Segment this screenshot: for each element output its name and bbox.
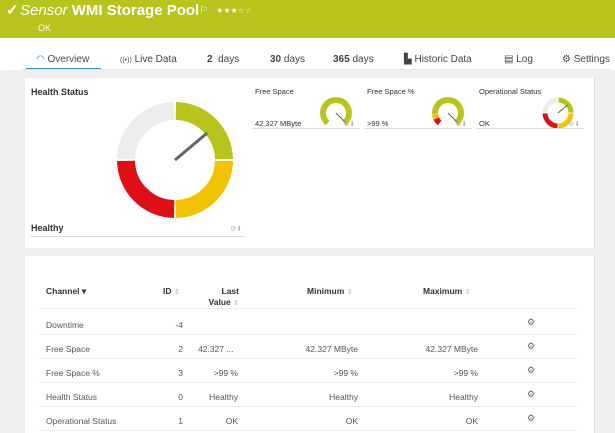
cell-channel[interactable]: Free Space <box>46 344 90 354</box>
gauge-segment-error <box>542 113 558 129</box>
gauge-icon: ◠ <box>36 54 45 65</box>
check-icon: ✓ <box>6 2 19 19</box>
gauge-title: Free Space <box>255 87 294 96</box>
gauge-value: OK <box>479 119 490 128</box>
cell-id: 1 <box>178 416 183 426</box>
tab-historic-data[interactable]: ▙ Historic Data <box>404 54 472 65</box>
tab-365-days[interactable]: 365 days <box>333 54 374 65</box>
gauge-settings-icon[interactable]: ⚙⬇ <box>568 121 581 128</box>
gauge-segment-error <box>117 160 175 218</box>
overview-panel: Health Status Healthy ⚙⬇ Free Space 42.3… <box>25 78 595 248</box>
cell-last-value: OK <box>225 416 238 426</box>
tab-2-days[interactable]: 2 days <box>207 54 240 65</box>
gauge-segment-healthy <box>175 102 233 160</box>
cell-id: -4 <box>175 320 183 330</box>
cell-channel[interactable]: Downtime <box>46 320 84 330</box>
operational-status-gauge <box>542 97 574 129</box>
cell-channel[interactable]: Health Status <box>46 392 98 402</box>
cell-channel[interactable]: Operational Status <box>46 416 117 426</box>
gauge-segment-unknown <box>117 102 175 160</box>
cell-minimum: Healthy <box>329 392 358 402</box>
gauge-segment-healthy <box>558 97 574 113</box>
gauge-needle <box>335 112 347 124</box>
sensor-name: WMI Storage Pool <box>71 2 200 19</box>
flag-icon[interactable]: ⚐ <box>199 5 209 16</box>
header-id[interactable]: ID ⇕ <box>163 286 180 296</box>
free-space-percent-gauge <box>432 97 464 126</box>
tab-30-days[interactable]: 30 days <box>270 54 306 65</box>
tab-settings[interactable]: ⚙ Settings <box>562 54 610 65</box>
health-status-gauge <box>117 102 233 218</box>
cell-minimum: OK <box>345 416 358 426</box>
gauge-segment-warning <box>558 113 574 129</box>
cell-maximum: >99 % <box>453 368 478 378</box>
cell-id: 3 <box>178 368 183 378</box>
tab-log[interactable]: ▤ Log <box>504 54 533 65</box>
chart-icon: ▙ <box>404 54 412 65</box>
cell-id: 0 <box>178 392 183 402</box>
gauge-value: 42.327 MByte <box>255 119 302 128</box>
gauge-needle <box>174 131 209 162</box>
tab-overview[interactable]: ◠ Overview <box>26 54 102 70</box>
channel-settings-icon[interactable]: ⚙ <box>527 413 536 423</box>
header-last-value[interactable]: Last Value ⇕ <box>208 286 239 307</box>
cell-maximum: OK <box>465 416 478 426</box>
channel-settings-icon[interactable]: ⚙ <box>527 365 536 375</box>
gauge-segment-warning <box>432 112 439 120</box>
page-title: Sensor WMI Storage Pool⚐ ★★★☆☆ <box>20 2 252 20</box>
cell-id: 2 <box>178 344 183 354</box>
live-icon: ((•)) <box>120 57 132 64</box>
cell-channel[interactable]: Free Space % <box>46 368 100 378</box>
gauge-settings-icon[interactable]: ⚙⬇ <box>343 121 356 128</box>
tab-live-data[interactable]: ((•)) Live Data <box>120 54 177 65</box>
gauge-segment-ok <box>432 97 464 126</box>
gauge-segment-warning <box>175 160 233 218</box>
gauge-settings-icon[interactable]: ⚙⬇ <box>230 226 243 233</box>
header-channel[interactable]: Channel ▾ <box>46 286 87 296</box>
cell-minimum: 42.327 MByte <box>305 344 358 354</box>
tab-bar: ◠ Overview ((•)) Live Data 2 days 30 day… <box>0 38 615 70</box>
cell-minimum: >99 % <box>333 368 358 378</box>
header-maximum[interactable]: Maximum ⇕ <box>423 286 471 296</box>
priority-stars[interactable]: ★★★☆☆ <box>216 6 253 15</box>
gear-icon: ⚙ <box>562 54 571 65</box>
gauge-title: Operational Status <box>479 87 542 96</box>
cell-maximum: 42.327 MByte <box>425 344 478 354</box>
cell-maximum: Healthy <box>449 392 478 402</box>
gauge-segment-error <box>433 117 442 126</box>
gauge-value: >99 % <box>367 119 389 128</box>
channel-settings-icon[interactable]: ⚙ <box>527 317 536 327</box>
gauge-needle <box>447 112 459 124</box>
gauge-settings-icon[interactable]: ⚙⬇ <box>455 121 468 128</box>
cell-last-value: Healthy <box>209 392 238 402</box>
cell-last-value: >99 % <box>213 368 238 378</box>
status-text: OK <box>38 23 52 33</box>
log-icon: ▤ <box>504 54 514 65</box>
title-prefix: Sensor <box>20 2 68 19</box>
sensor-header: ✓ Sensor WMI Storage Pool⚐ ★★★☆☆ OK <box>0 0 615 38</box>
channel-table: Channel ▾ ID ⇕ Last Value ⇕ Minimum ⇕ Max… <box>25 256 595 433</box>
gauge-needle <box>557 104 569 114</box>
cell-last-value: 42.327 ... <box>198 344 234 354</box>
gauge-segment-ok <box>320 97 352 126</box>
channel-settings-icon[interactable]: ⚙ <box>527 341 536 351</box>
main-gauge-value: Healthy <box>31 223 64 233</box>
header-minimum[interactable]: Minimum ⇕ <box>307 286 353 296</box>
main-gauge-title: Health Status <box>31 87 89 97</box>
gauge-segment-unknown <box>542 97 558 113</box>
channel-settings-icon[interactable]: ⚙ <box>527 389 536 399</box>
free-space-gauge <box>320 97 352 126</box>
gauge-title: Free Space % <box>367 87 415 96</box>
